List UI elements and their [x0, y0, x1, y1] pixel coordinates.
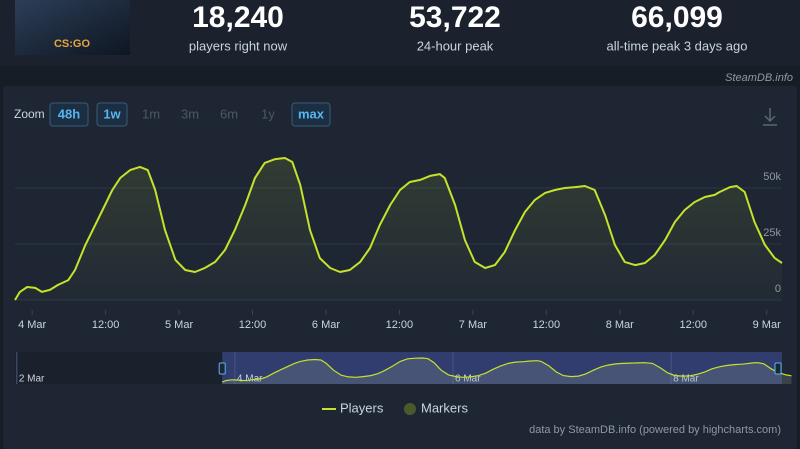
zoom-button[interactable]: [49, 102, 89, 127]
stat-label: 24-hour peak: [417, 38, 494, 53]
legend-marker: [404, 403, 416, 415]
stat-value: 53,722: [409, 1, 501, 34]
zoom-label: Zoom: [14, 107, 45, 121]
legend-label[interactable]: Players: [340, 400, 384, 415]
navigator-handle[interactable]: [218, 362, 226, 375]
x-tick-label: 12:00: [239, 319, 267, 331]
x-tick-label: 12:00: [386, 319, 414, 331]
x-tick-label: 4 Mar: [18, 319, 46, 331]
zoom-button-label[interactable]: 1m: [142, 106, 160, 121]
zoom-button[interactable]: [96, 102, 128, 127]
navigator-handle[interactable]: [774, 362, 782, 375]
zoom-button-label[interactable]: max: [298, 106, 325, 121]
source-link[interactable]: SteamDB.info: [725, 72, 793, 84]
navigator-area: [222, 358, 792, 384]
x-tick-label: 8 Mar: [606, 319, 634, 331]
x-tick-label: 12:00: [92, 319, 120, 331]
y-tick-label: 50k: [763, 171, 781, 183]
navigator-tick-label: 2 Mar: [19, 374, 45, 385]
x-tick-label: 7 Mar: [459, 319, 487, 331]
download-icon[interactable]: [763, 108, 777, 126]
zoom-button-label[interactable]: 1y: [261, 106, 275, 121]
series-line: [14, 157, 783, 301]
zoom-button-label[interactable]: 48h: [58, 106, 80, 121]
area-fill: [15, 158, 782, 300]
x-tick-label: 12:00: [533, 319, 561, 331]
stat-label: players right now: [189, 38, 288, 53]
navigator-line: [221, 357, 792, 383]
stat-value: 18,240: [192, 1, 284, 34]
zoom-button[interactable]: [291, 102, 331, 127]
stat-label: all-time peak 3 days ago: [607, 38, 748, 53]
header-bar: [0, 0, 800, 66]
x-tick-label: 9 Mar: [753, 319, 781, 331]
navigator-tick-label: 8 Mar: [673, 374, 699, 385]
navigator-tick-label: 4 Mar: [237, 374, 263, 385]
stat-value: 66,099: [631, 1, 723, 34]
x-tick-label: 5 Mar: [165, 319, 193, 331]
navigator-selection: [222, 352, 783, 384]
zoom-button-label[interactable]: 1w: [103, 106, 121, 121]
navigator-tick-label: 6 Mar: [455, 374, 481, 385]
zoom-button-label[interactable]: 6m: [220, 106, 238, 121]
legend-label[interactable]: Markers: [421, 400, 468, 415]
game-logo: [15, 0, 130, 55]
zoom-buttons: 48h 1w 1m 3m 6m 1y max: [49, 102, 331, 127]
x-tick-label: 6 Mar: [312, 319, 340, 331]
credit: data by SteamDB.info (powered by highcha…: [529, 424, 781, 436]
y-tick-label: 25k: [763, 227, 781, 239]
logo-text: CS:GO: [54, 38, 91, 50]
zoom-button-label[interactable]: 3m: [181, 106, 199, 121]
x-tick-label: 12:00: [679, 319, 707, 331]
navigator: 2 Mar 4 Mar 6 Mar 8 Mar: [15, 352, 792, 385]
